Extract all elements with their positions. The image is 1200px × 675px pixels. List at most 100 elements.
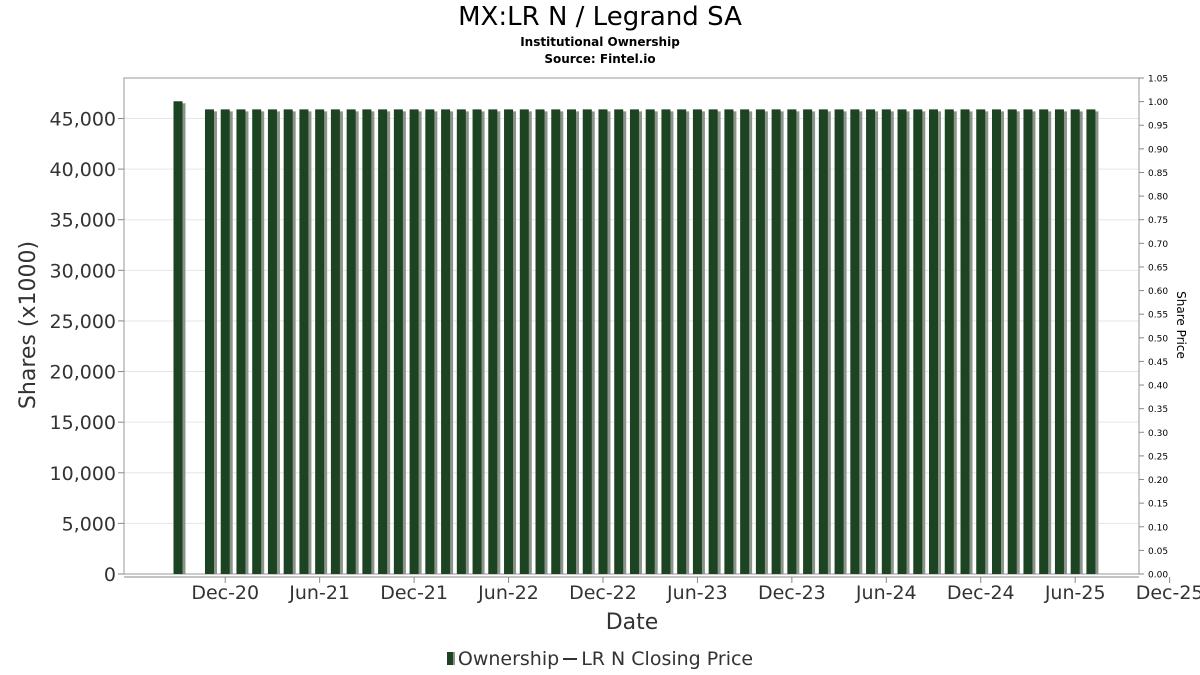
y2-tick-label: 0.65 <box>1148 263 1168 273</box>
y2-tick-label: 0.30 <box>1148 429 1168 439</box>
ownership-bar <box>881 109 891 575</box>
price-legend-label: LR N Closing Price <box>581 647 754 670</box>
y2-tick-label: 1.00 <box>1148 98 1168 108</box>
x-tick-label: Jun-21 <box>288 582 350 604</box>
ownership-bar <box>441 109 451 575</box>
ownership-bar <box>929 109 939 575</box>
ownership-bar <box>740 109 750 575</box>
ownership-bar <box>677 109 687 575</box>
y2-tick-label: 0.05 <box>1148 547 1168 557</box>
y2-tick-label: 0.20 <box>1148 476 1168 486</box>
price-legend-swatch <box>563 657 578 660</box>
ownership-bar <box>708 109 718 575</box>
ownership-bar <box>991 109 1001 575</box>
y2-tick-label: 0.70 <box>1148 240 1168 250</box>
ownership-bar <box>834 109 844 575</box>
chart-legend: Ownership LR N Closing Price <box>0 647 1200 670</box>
y2-axis-label: Share Price <box>1174 291 1188 359</box>
ownership-bar <box>771 109 781 575</box>
y2-tick-label: 0.60 <box>1148 287 1168 297</box>
ownership-bar <box>299 109 309 575</box>
y2-tick-label: 0.75 <box>1148 216 1168 226</box>
ownership-bar <box>252 109 262 575</box>
ownership-bar <box>976 109 986 575</box>
x-tick-label: Dec-22 <box>569 582 637 604</box>
y-tick-label: 30,000 <box>50 260 116 282</box>
x-tick-label: Dec-23 <box>758 582 826 604</box>
y2-tick-label: 0.80 <box>1148 193 1168 203</box>
y2-tick-label: 0.55 <box>1148 311 1168 321</box>
ownership-bar <box>315 109 325 575</box>
ownership-bar <box>283 109 293 575</box>
ownership-bar <box>551 109 561 575</box>
ownership-bar <box>378 109 388 575</box>
ownership-bar <box>692 109 702 575</box>
y2-tick-label: 0.00 <box>1148 571 1168 581</box>
ownership-bar <box>393 109 403 575</box>
y2-tick-label: 0.95 <box>1148 122 1168 132</box>
x-tick-label: Jun-25 <box>1044 582 1106 604</box>
ownership-bar <box>488 109 498 575</box>
ownership-bar <box>456 109 466 575</box>
ownership-bar <box>913 109 923 575</box>
ownership-bar <box>724 109 734 575</box>
ownership-bar <box>803 109 813 575</box>
axes-layer: 0 5,000 10,000 15,000 20,000 25,000 30,000 35,0… <box>50 75 1200 605</box>
ownership-bar <box>1039 109 1049 575</box>
x-tick-label: Jun-24 <box>855 582 917 604</box>
y-tick-label: 15,000 <box>50 412 116 434</box>
ownership-bar <box>204 109 214 575</box>
chart-source: Source: Fintel.io <box>544 52 656 66</box>
y2-tick-label: 0.85 <box>1148 169 1168 179</box>
ownership-bar <box>362 109 372 575</box>
ownership-bar <box>346 109 356 575</box>
ownership-bar <box>409 109 419 575</box>
y2-tick-label: 0.35 <box>1148 405 1168 415</box>
y-tick-label: 5,000 <box>62 513 116 535</box>
ownership-bar <box>173 101 183 575</box>
ownership-bar <box>661 109 671 575</box>
ownership-bar <box>1023 109 1033 575</box>
chart-title: MX:LR N / Legrand SA <box>458 2 742 32</box>
ownership-bar <box>755 109 765 575</box>
ownership-bar <box>236 109 246 575</box>
ownership-bar <box>1054 109 1064 575</box>
y-tick-label: 25,000 <box>50 311 116 333</box>
ownership-bar <box>944 109 954 575</box>
y2-tick-label: 1.05 <box>1148 75 1168 85</box>
ownership-bar <box>818 109 828 575</box>
ownership-bar <box>614 109 624 575</box>
x-axis-label: Date <box>606 610 659 635</box>
ownership-bar <box>425 109 435 575</box>
y2-tick-label: 0.90 <box>1148 145 1168 155</box>
ownership-legend-swatch <box>446 652 455 665</box>
bars-layer <box>173 101 1099 575</box>
ownership-bar <box>330 109 340 575</box>
y-tick-label: 40,000 <box>50 159 116 181</box>
ownership-bar <box>535 109 545 575</box>
y2-tick-label: 0.40 <box>1148 382 1168 392</box>
ownership-legend-label: Ownership <box>457 647 560 670</box>
ownership-bar <box>850 109 860 575</box>
y-tick-label: 45,000 <box>50 108 116 130</box>
y2-tick-label: 0.25 <box>1148 452 1168 462</box>
x-tick-label: Dec-20 <box>191 582 259 604</box>
x-tick-label: Jun-22 <box>477 582 539 604</box>
x-tick-label: Dec-24 <box>947 582 1015 604</box>
x-tick-label: Dec-25 <box>1136 582 1200 604</box>
ownership-bar <box>519 109 529 575</box>
ownership-bar <box>1086 109 1096 575</box>
ownership-bar <box>960 109 970 575</box>
ownership-bar <box>645 109 655 575</box>
ownership-bar <box>629 109 639 575</box>
y-tick-label: 20,000 <box>50 362 116 384</box>
ownership-bar <box>472 109 482 575</box>
y-tick-label: 0 <box>104 564 116 586</box>
ownership-bar <box>866 109 876 575</box>
ownership-bar <box>504 109 514 575</box>
ownership-bar <box>567 109 576 575</box>
y2-tick-label: 0.15 <box>1148 500 1168 510</box>
ownership-bar <box>598 109 608 575</box>
ownership-bar <box>1070 109 1080 575</box>
